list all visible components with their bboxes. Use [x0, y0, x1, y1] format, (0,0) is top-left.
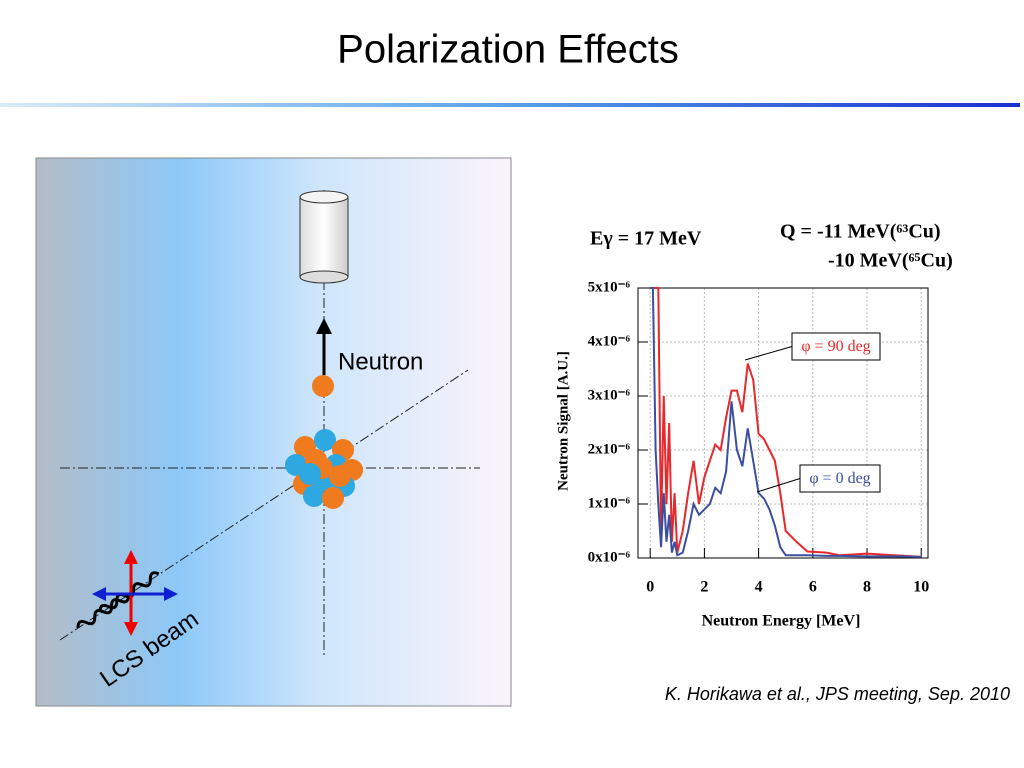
detector [299, 190, 349, 284]
y-tick-label: 5x10⁻⁶ [588, 279, 631, 295]
x-tick-label: 0 [646, 579, 654, 596]
annotation: -10 MeV(⁶⁵Cu) [828, 250, 953, 272]
annotation: Q = -11 MeV(⁶³Cu) [780, 221, 941, 243]
callout-arrow [744, 346, 793, 361]
neutron-label: Neutron [338, 348, 423, 375]
data-line [650, 287, 922, 558]
x-tick-label: 4 [755, 579, 763, 596]
y-axis-label: Neutron Signal [A.U.] [555, 351, 571, 491]
arrow-head [124, 622, 138, 636]
data-line [650, 287, 922, 558]
annotation: Eγ = 17 MeV [590, 228, 702, 250]
nucleon [299, 463, 321, 485]
neutron [312, 375, 334, 397]
legend-label: φ = 0 deg [809, 470, 870, 487]
y-tick-label: 4x10⁻⁶ [588, 333, 631, 349]
legend-box [791, 332, 881, 361]
legend-label: φ = 90 deg [801, 338, 870, 355]
diagram: Neutron LCS beam [35, 157, 512, 707]
nucleon [303, 485, 325, 507]
title-rule [0, 103, 1020, 107]
nucleon [314, 429, 336, 451]
x-tick-label: 8 [863, 579, 871, 596]
nucleus [285, 429, 363, 509]
slide-title: Polarization Effects [337, 28, 679, 72]
x-tick-label: 2 [700, 579, 708, 596]
y-tick-label: 1x10⁻⁶ [588, 495, 631, 511]
diagram-panel [35, 157, 512, 707]
citation: K. Horikawa et al., JPS meeting, Sep. 20… [665, 684, 1010, 704]
arrow-head [164, 587, 178, 601]
arrow-head [124, 550, 138, 564]
photon-wave [76, 595, 130, 629]
arrow-head [316, 318, 332, 334]
nucleon [322, 487, 344, 509]
nucleon [329, 465, 351, 487]
y-tick-label: 2x10⁻⁶ [588, 441, 631, 457]
plot-frame [637, 287, 929, 559]
legend-box [799, 464, 881, 493]
chart: Eγ = 17 MeV Q = -11 MeV(⁶³Cu) -10 MeV(⁶⁵Cu… [555, 221, 952, 630]
callout-arrow [756, 478, 801, 493]
x-axis-label: Neutron Energy [MeV] [702, 613, 861, 630]
y-tick-label: 0x10⁻⁶ [588, 549, 631, 565]
x-tick-label: 6 [809, 579, 817, 596]
arrow-head [92, 587, 106, 601]
y-tick-label: 3x10⁻⁶ [588, 387, 631, 403]
x-tick-label: 10 [913, 579, 929, 596]
